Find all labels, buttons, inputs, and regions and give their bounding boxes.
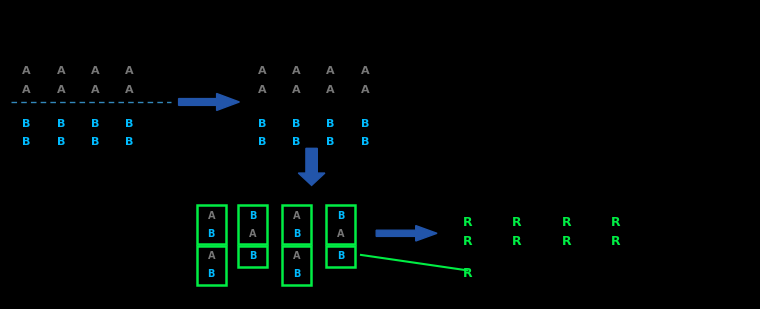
Text: B: B bbox=[207, 229, 215, 239]
Text: A: A bbox=[258, 66, 267, 76]
Text: B: B bbox=[90, 137, 100, 147]
Text: A: A bbox=[207, 211, 215, 221]
Bar bbox=[282, 246, 311, 285]
Text: B: B bbox=[249, 252, 256, 261]
Text: A: A bbox=[90, 85, 100, 95]
Bar bbox=[238, 246, 267, 267]
Text: R: R bbox=[463, 235, 472, 248]
Text: B: B bbox=[337, 211, 344, 221]
Text: A: A bbox=[22, 66, 31, 76]
Text: A: A bbox=[292, 66, 301, 76]
Text: B: B bbox=[360, 119, 369, 129]
Text: B: B bbox=[125, 119, 134, 129]
Text: R: R bbox=[562, 235, 571, 248]
Text: A: A bbox=[337, 229, 344, 239]
Text: B: B bbox=[293, 229, 300, 239]
Text: R: R bbox=[512, 235, 521, 248]
Text: A: A bbox=[125, 85, 134, 95]
Text: B: B bbox=[293, 269, 300, 279]
Bar bbox=[282, 205, 311, 244]
Text: R: R bbox=[562, 216, 571, 229]
Text: A: A bbox=[292, 85, 301, 95]
Text: B: B bbox=[90, 119, 100, 129]
Text: A: A bbox=[360, 66, 369, 76]
Text: B: B bbox=[326, 137, 335, 147]
Text: B: B bbox=[337, 252, 344, 261]
Text: B: B bbox=[125, 137, 134, 147]
Text: A: A bbox=[293, 252, 300, 261]
FancyArrow shape bbox=[179, 94, 239, 110]
Text: B: B bbox=[360, 137, 369, 147]
Text: A: A bbox=[125, 66, 134, 76]
Text: B: B bbox=[292, 119, 301, 129]
Text: A: A bbox=[90, 66, 100, 76]
Text: B: B bbox=[22, 119, 31, 129]
Text: B: B bbox=[56, 119, 65, 129]
Text: A: A bbox=[293, 211, 300, 221]
Text: B: B bbox=[22, 137, 31, 147]
Text: R: R bbox=[512, 216, 521, 229]
Text: A: A bbox=[249, 229, 256, 239]
Text: B: B bbox=[207, 269, 215, 279]
Text: R: R bbox=[611, 216, 620, 229]
Text: B: B bbox=[56, 137, 65, 147]
Text: A: A bbox=[56, 66, 65, 76]
Text: A: A bbox=[326, 66, 335, 76]
Bar bbox=[326, 246, 355, 267]
Text: A: A bbox=[207, 252, 215, 261]
Text: B: B bbox=[258, 137, 267, 147]
Text: B: B bbox=[326, 119, 335, 129]
Bar bbox=[326, 205, 355, 244]
Text: R: R bbox=[463, 267, 472, 280]
Text: R: R bbox=[611, 235, 620, 248]
Text: B: B bbox=[249, 211, 256, 221]
Text: A: A bbox=[258, 85, 267, 95]
Bar bbox=[238, 205, 267, 244]
FancyArrow shape bbox=[376, 226, 437, 241]
Text: B: B bbox=[292, 137, 301, 147]
Text: A: A bbox=[326, 85, 335, 95]
FancyArrow shape bbox=[298, 148, 325, 185]
Text: A: A bbox=[56, 85, 65, 95]
Bar bbox=[197, 246, 226, 285]
Text: A: A bbox=[22, 85, 31, 95]
Text: R: R bbox=[463, 216, 472, 229]
Text: A: A bbox=[360, 85, 369, 95]
Text: B: B bbox=[258, 119, 267, 129]
Bar bbox=[197, 205, 226, 244]
